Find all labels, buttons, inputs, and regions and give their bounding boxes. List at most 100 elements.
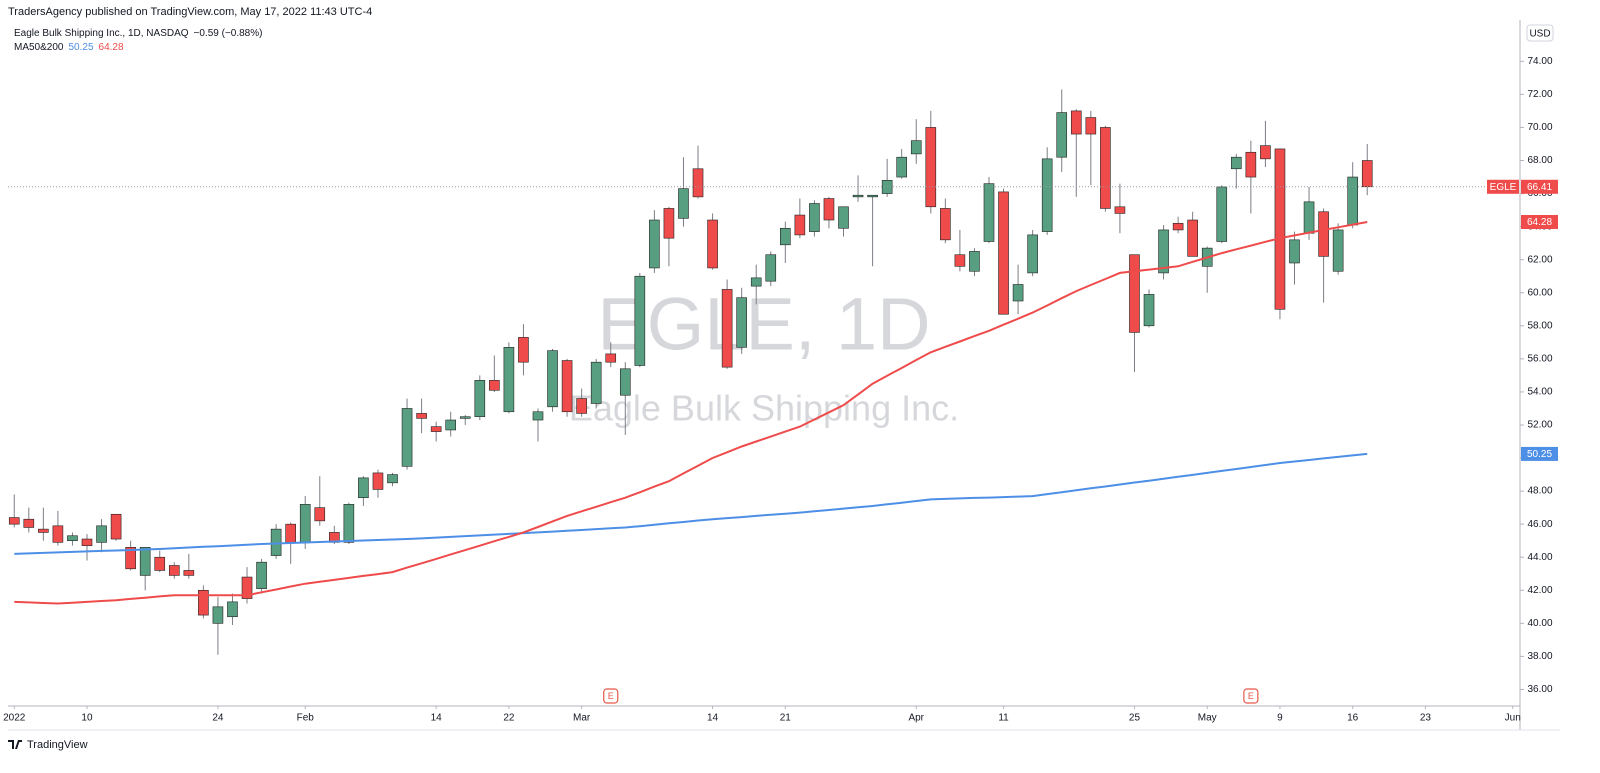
candle-body bbox=[619, 368, 631, 396]
candle-body bbox=[23, 518, 35, 528]
y-tick-label: 48.00 bbox=[1527, 486, 1552, 497]
candle-body bbox=[387, 474, 398, 484]
x-tick-label: 11 bbox=[998, 713, 1009, 724]
candle-body bbox=[154, 556, 166, 571]
candle-body bbox=[561, 360, 573, 413]
candle-body bbox=[1158, 229, 1169, 274]
candle-body bbox=[925, 127, 937, 208]
currency-label: USD bbox=[1529, 29, 1550, 40]
moving-average-line bbox=[14, 452, 1368, 555]
y-tick-label: 74.00 bbox=[1527, 56, 1552, 67]
candle-body bbox=[707, 219, 718, 269]
footer-text: TradingView bbox=[27, 739, 88, 751]
candle-body bbox=[1027, 234, 1038, 274]
x-tick-label: 14 bbox=[707, 713, 719, 724]
candle-body bbox=[1361, 160, 1373, 188]
price-change: −0.59 (−0.88%) bbox=[193, 28, 263, 39]
watermark-name: Eagle Bulk Shipping Inc. bbox=[569, 388, 959, 429]
candle-body bbox=[474, 380, 486, 418]
currency-box bbox=[1526, 24, 1554, 42]
candle-body bbox=[809, 203, 820, 232]
candle-body bbox=[1100, 127, 1111, 209]
x-tick-label: Feb bbox=[297, 713, 315, 724]
candle-body bbox=[794, 214, 806, 236]
candle-body bbox=[940, 208, 951, 241]
candle-body bbox=[765, 254, 777, 282]
candle-body bbox=[823, 198, 835, 221]
candle-body bbox=[532, 411, 544, 421]
candle-body bbox=[983, 183, 995, 242]
x-tick-label: Mar bbox=[573, 713, 591, 724]
y-tick-label: 60.00 bbox=[1527, 287, 1552, 298]
candle-body bbox=[1041, 158, 1053, 232]
last-price-tag-bg bbox=[1521, 179, 1558, 194]
candle-body bbox=[1260, 145, 1271, 160]
candle-body bbox=[692, 168, 704, 198]
candle-body bbox=[1289, 239, 1300, 264]
candle-body bbox=[1347, 176, 1358, 226]
candle-body bbox=[503, 346, 515, 413]
candle-body bbox=[212, 606, 224, 624]
watermark-symbol: EGLE, 1D bbox=[597, 283, 930, 366]
candle-body bbox=[198, 589, 209, 616]
candle-body bbox=[649, 219, 660, 269]
candle-body bbox=[256, 561, 267, 589]
x-tick-label: 9 bbox=[1277, 713, 1283, 724]
candle-body bbox=[343, 504, 355, 543]
candle-body bbox=[299, 504, 311, 543]
candle-body bbox=[1318, 211, 1329, 257]
legend-value: 50.25 bbox=[68, 42, 94, 53]
y-tick-label: 36.00 bbox=[1527, 684, 1552, 695]
ma-price-tag-bg bbox=[1521, 446, 1558, 461]
candle-body bbox=[1274, 148, 1286, 310]
candle-body bbox=[52, 525, 64, 543]
candle-body bbox=[125, 547, 136, 570]
candle-body bbox=[576, 398, 587, 414]
candle-body bbox=[416, 413, 427, 419]
candle-body bbox=[867, 194, 878, 198]
candle-body bbox=[1056, 112, 1068, 158]
candle-body bbox=[1114, 206, 1126, 214]
candle-body bbox=[1012, 284, 1024, 302]
candle-body bbox=[634, 275, 646, 366]
candle-body bbox=[314, 507, 326, 522]
earnings-label: E bbox=[608, 691, 614, 701]
candle-body bbox=[139, 547, 151, 576]
legend-value: 64.28 bbox=[98, 42, 124, 53]
y-tick-label: 68.00 bbox=[1527, 155, 1552, 166]
publish-header: TradersAgency published on TradingView.c… bbox=[8, 6, 373, 18]
candle-body bbox=[168, 565, 180, 576]
candle-body bbox=[1070, 110, 1082, 135]
candle-body bbox=[110, 513, 122, 540]
symbol-tag-bg bbox=[1487, 179, 1519, 194]
symbol-line: Eagle Bulk Shipping Inc., 1D, NASDAQ −0.5… bbox=[14, 28, 267, 39]
candle-body bbox=[780, 227, 791, 246]
candle-body bbox=[896, 156, 907, 178]
x-tick-label: 2022 bbox=[3, 713, 26, 724]
candle-body bbox=[38, 528, 49, 533]
candle-body bbox=[1143, 294, 1155, 327]
candle-body bbox=[81, 538, 93, 546]
candle-body bbox=[750, 277, 762, 287]
symbol-title: Eagle Bulk Shipping Inc., 1D, NASDAQ bbox=[14, 28, 189, 39]
moving-average-line bbox=[14, 221, 1368, 605]
y-tick-label: 62.00 bbox=[1527, 254, 1552, 265]
candle-body bbox=[678, 188, 689, 219]
candle-body bbox=[8, 517, 20, 525]
candle-body bbox=[285, 523, 296, 543]
candle-body bbox=[547, 350, 558, 408]
candle-body bbox=[1231, 156, 1242, 170]
y-tick-label: 56.00 bbox=[1527, 354, 1552, 365]
indicator-label: MA50&200 bbox=[14, 42, 64, 53]
x-tick-label: 24 bbox=[212, 713, 224, 724]
earnings-marker bbox=[603, 688, 619, 704]
plot-area bbox=[8, 89, 1373, 655]
candle-body bbox=[1172, 223, 1184, 231]
candle-body bbox=[954, 254, 966, 267]
candle-body bbox=[605, 353, 617, 363]
x-tick-label: Apr bbox=[908, 713, 924, 724]
candle-body bbox=[1129, 254, 1140, 333]
candle-body bbox=[445, 419, 457, 431]
